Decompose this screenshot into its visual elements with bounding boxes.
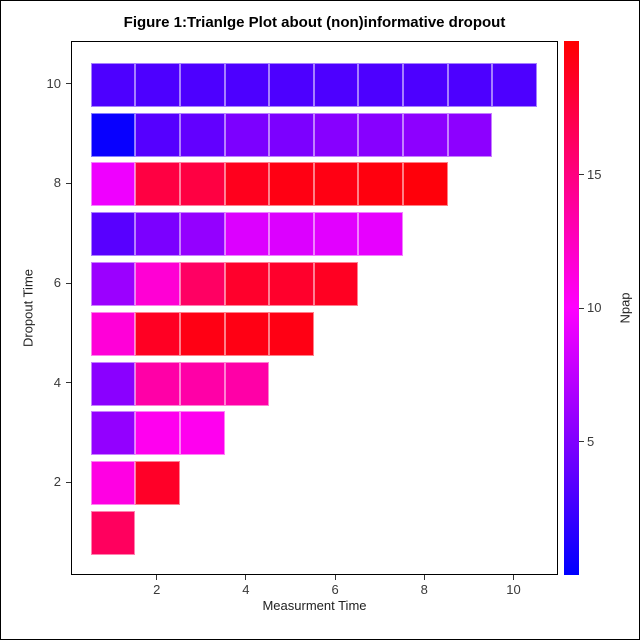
- x-tick-mark: [513, 575, 514, 580]
- colorbar-tick-label: 5: [587, 433, 595, 449]
- heatmap-cell: [135, 461, 180, 506]
- heatmap-cell: [224, 112, 270, 157]
- y-axis-label: Dropout Time: [20, 268, 36, 348]
- heatmap-cell: [447, 62, 493, 107]
- heatmap-cell: [358, 212, 403, 257]
- heatmap-cell: [90, 311, 136, 356]
- heatmap-cell: [313, 212, 359, 257]
- heatmap-cell: [269, 62, 314, 107]
- heatmap-cell: [269, 212, 314, 257]
- y-tick-label: 6: [53, 275, 61, 290]
- heatmap-cell: [224, 212, 270, 257]
- heatmap-cell: [180, 361, 225, 406]
- x-tick-mark: [423, 575, 425, 580]
- heatmap-cell: [313, 262, 359, 306]
- heatmap-cell: [313, 112, 359, 157]
- x-tick-label: 2: [153, 582, 161, 597]
- x-tick-mark: [334, 575, 336, 580]
- heatmap-cell: [313, 162, 359, 207]
- heatmap-cell: [90, 461, 136, 506]
- colorbar-tick-mark: [579, 441, 584, 442]
- heatmap-cell: [180, 112, 225, 157]
- heatmap-cell: [90, 411, 136, 456]
- colorbar-tick-label: 10: [587, 300, 602, 315]
- heatmap-cell: [135, 262, 180, 306]
- heatmap-cell: [269, 311, 314, 356]
- x-tick-label: 6: [331, 582, 339, 597]
- heatmap-cell: [447, 112, 493, 157]
- heatmap-cell: [135, 62, 180, 107]
- x-tick-label: 4: [242, 582, 250, 597]
- heatmap-cell: [135, 411, 180, 456]
- heatmap-cell: [90, 62, 136, 107]
- heatmap-cell: [492, 62, 537, 107]
- x-tick-label: 8: [420, 582, 428, 597]
- chart-title: Figure 1:Trianlge Plot about (non)inform…: [123, 14, 506, 31]
- heatmap-cell: [358, 62, 403, 107]
- x-tick-mark: [156, 575, 158, 580]
- x-axis-label: Measurment Time: [262, 598, 367, 613]
- heatmap-cell: [403, 112, 448, 157]
- x-tick-label: 10: [506, 582, 521, 597]
- heatmap-cell: [269, 262, 314, 306]
- heatmap-cell: [135, 212, 180, 257]
- heatmap-cell: [313, 62, 359, 107]
- colorbar-tick-label: 15: [587, 166, 602, 182]
- y-tick-label: 8: [53, 175, 61, 191]
- y-tick-mark: [66, 481, 71, 483]
- heatmap-cell: [403, 162, 448, 207]
- heatmap-cell: [90, 511, 136, 555]
- y-tick-mark: [66, 182, 71, 184]
- heatmap-cell: [90, 212, 136, 257]
- heatmap-cell: [90, 112, 136, 157]
- colorbar-tick-mark: [579, 307, 584, 309]
- y-tick-label: 2: [53, 474, 61, 490]
- heatmap-cell: [135, 162, 180, 207]
- heatmap-cell: [269, 112, 314, 157]
- plot-area: [71, 41, 558, 575]
- heatmap-cell: [224, 311, 270, 356]
- y-tick-label: 10: [46, 75, 61, 91]
- x-tick-mark: [245, 575, 247, 580]
- heatmap-cell: [224, 162, 270, 207]
- heatmap-cell: [224, 262, 270, 306]
- heatmap-cell: [180, 262, 225, 306]
- heatmap-cell: [135, 361, 180, 406]
- heatmap-cell: [180, 162, 225, 207]
- heatmap-cell: [269, 162, 314, 207]
- heatmap-cell: [358, 112, 403, 157]
- heatmap-cell: [180, 311, 225, 356]
- heatmap-cell: [224, 361, 270, 406]
- heatmap-cell: [180, 212, 225, 257]
- heatmap-cell: [403, 62, 448, 107]
- heatmap-cell: [180, 62, 225, 107]
- heatmap-cell: [90, 162, 136, 207]
- colorbar-tick-mark: [579, 174, 584, 175]
- y-tick-mark: [66, 282, 71, 284]
- heatmap-cell: [135, 112, 180, 157]
- y-tick-mark: [66, 382, 71, 384]
- y-tick-label: 4: [53, 374, 61, 390]
- heatmap-cell: [135, 311, 180, 356]
- heatmap-cell: [224, 62, 270, 107]
- colorbar-label: Npap: [617, 292, 633, 324]
- heatmap-cell: [180, 411, 225, 456]
- y-tick-mark: [66, 83, 71, 85]
- heatmap-cell: [358, 162, 403, 207]
- colorbar-gradient: [564, 41, 579, 575]
- heatmap-cell: [90, 361, 136, 406]
- heatmap-cell: [90, 262, 136, 306]
